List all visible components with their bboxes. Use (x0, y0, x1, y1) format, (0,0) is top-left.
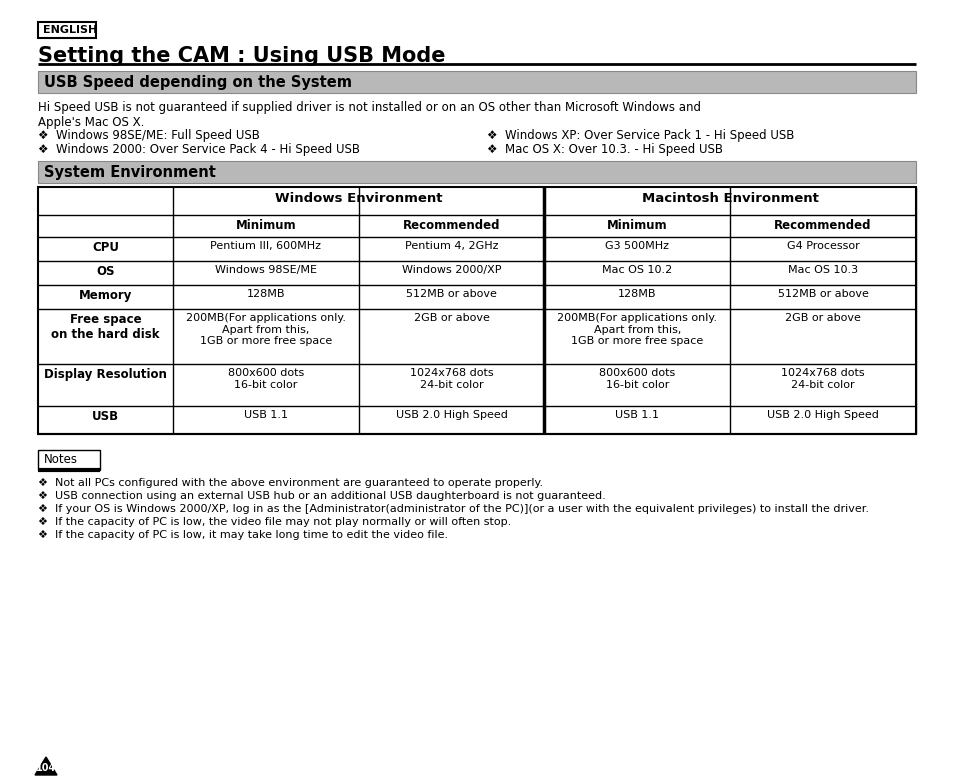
Text: ❖  If the capacity of PC is low, the video file may not play normally or will of: ❖ If the capacity of PC is low, the vide… (38, 517, 511, 527)
Bar (172, 187, 915, 215)
Text: System Environment: System Environment (44, 165, 215, 180)
Text: Notes: Notes (44, 453, 78, 466)
Bar (38, 161, 915, 183)
Text: 2GB or above: 2GB or above (414, 313, 489, 323)
Text: ❖  Mac OS X: Over 10.3. - Hi Speed USB: ❖ Mac OS X: Over 10.3. - Hi Speed USB (486, 143, 722, 156)
Text: USB 1.1: USB 1.1 (615, 410, 659, 420)
Text: 1024x768 dots
24-bit color: 1024x768 dots 24-bit color (781, 368, 864, 390)
Text: 1024x768 dots
24-bit color: 1024x768 dots 24-bit color (410, 368, 493, 390)
Text: Hi Speed USB is not guaranteed if supplied driver is not installed or on an OS o: Hi Speed USB is not guaranteed if suppli… (38, 101, 700, 129)
Polygon shape (35, 757, 57, 775)
Text: USB 2.0 High Speed: USB 2.0 High Speed (766, 410, 878, 420)
Text: Minimum: Minimum (235, 219, 295, 232)
Text: 128MB: 128MB (247, 289, 285, 299)
Text: 512MB or above: 512MB or above (406, 289, 497, 299)
Text: ❖  Windows 2000: Over Service Pack 4 - Hi Speed USB: ❖ Windows 2000: Over Service Pack 4 - Hi… (38, 143, 359, 156)
Text: ❖  If your OS is Windows 2000/XP, log in as the [Administrator(administrator of : ❖ If your OS is Windows 2000/XP, log in … (38, 504, 868, 514)
Text: 800x600 dots
16-bit color: 800x600 dots 16-bit color (228, 368, 304, 390)
Bar (38, 71, 915, 93)
Text: Recommended: Recommended (774, 219, 871, 232)
Text: Free space
on the hard disk: Free space on the hard disk (51, 313, 159, 341)
Bar (38, 450, 100, 470)
Text: G3 500MHz: G3 500MHz (605, 241, 669, 251)
Text: ❖  Windows 98SE/ME: Full Speed USB: ❖ Windows 98SE/ME: Full Speed USB (38, 129, 259, 142)
Text: ❖  Windows XP: Over Service Pack 1 - Hi Speed USB: ❖ Windows XP: Over Service Pack 1 - Hi S… (486, 129, 794, 142)
Text: ENGLISH: ENGLISH (43, 24, 97, 34)
Text: Pentium 4, 2GHz: Pentium 4, 2GHz (404, 241, 497, 251)
Text: USB Speed depending on the System: USB Speed depending on the System (44, 75, 352, 90)
Text: Windows 98SE/ME: Windows 98SE/ME (214, 265, 316, 275)
Text: 2GB or above: 2GB or above (784, 313, 861, 323)
Text: 800x600 dots
16-bit color: 800x600 dots 16-bit color (598, 368, 675, 390)
Text: CPU: CPU (91, 241, 119, 254)
Bar (38, 450, 100, 470)
Text: Setting the CAM : Using USB Mode: Setting the CAM : Using USB Mode (38, 46, 445, 66)
Text: Windows Environment: Windows Environment (274, 192, 442, 205)
Text: OS: OS (96, 265, 114, 278)
Text: Recommended: Recommended (402, 219, 500, 232)
Text: ❖  Not all PCs configured with the above environment are guaranteed to operate p: ❖ Not all PCs configured with the above … (38, 478, 542, 488)
Text: Mac OS 10.3: Mac OS 10.3 (787, 265, 858, 275)
Bar (38, 22, 96, 38)
Text: USB: USB (91, 410, 119, 423)
Text: USB 2.0 High Speed: USB 2.0 High Speed (395, 410, 507, 420)
Bar (172, 215, 915, 237)
Text: 128MB: 128MB (618, 289, 656, 299)
Text: ❖  If the capacity of PC is low, it may take long time to edit the video file.: ❖ If the capacity of PC is low, it may t… (38, 530, 448, 540)
Text: Mac OS 10.2: Mac OS 10.2 (601, 265, 672, 275)
Text: 200MB(For applications only.
Apart from this,
1GB or more free space: 200MB(For applications only. Apart from … (557, 313, 717, 346)
Text: 104: 104 (36, 763, 56, 773)
Bar (38, 71, 915, 93)
Text: 512MB or above: 512MB or above (777, 289, 867, 299)
Text: Display Resolution: Display Resolution (44, 368, 167, 381)
Text: Minimum: Minimum (606, 219, 667, 232)
Text: Macintosh Environment: Macintosh Environment (641, 192, 818, 205)
Text: G4 Processor: G4 Processor (786, 241, 859, 251)
Text: ❖  USB connection using an external USB hub or an additional USB daughterboard i: ❖ USB connection using an external USB h… (38, 491, 605, 501)
Text: 200MB(For applications only.
Apart from this,
1GB or more free space: 200MB(For applications only. Apart from … (186, 313, 346, 346)
Bar (38, 187, 915, 434)
Text: Pentium III, 600MHz: Pentium III, 600MHz (211, 241, 321, 251)
Bar (38, 161, 915, 183)
Text: Memory: Memory (79, 289, 132, 302)
Text: USB 1.1: USB 1.1 (244, 410, 288, 420)
Text: Windows 2000/XP: Windows 2000/XP (401, 265, 501, 275)
